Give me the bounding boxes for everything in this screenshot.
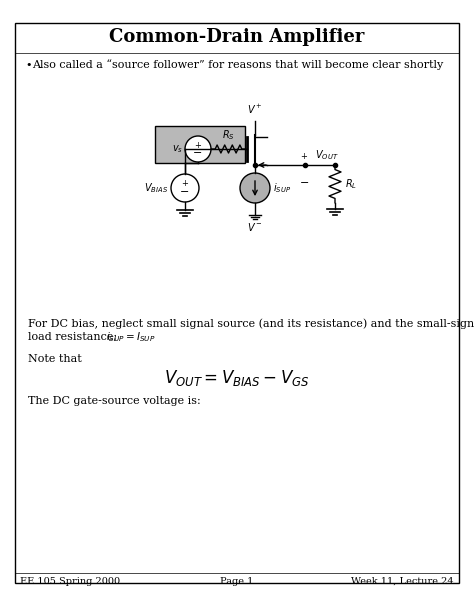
Text: $V^-$: $V^-$ xyxy=(247,221,263,233)
Text: Note that: Note that xyxy=(28,354,82,364)
Text: EE 105 Spring 2000: EE 105 Spring 2000 xyxy=(20,576,120,585)
Bar xyxy=(155,126,245,163)
Text: $i_{SUP}$: $i_{SUP}$ xyxy=(273,181,291,195)
Text: $V_{BIAS}$: $V_{BIAS}$ xyxy=(144,181,168,195)
Text: Common-Drain Amplifier: Common-Drain Amplifier xyxy=(109,28,365,46)
Circle shape xyxy=(240,173,270,203)
Text: $V_{OUT} = V_{BIAS} - V_{GS}$: $V_{OUT} = V_{BIAS} - V_{GS}$ xyxy=(164,368,310,388)
Text: $V_{OUT}$: $V_{OUT}$ xyxy=(315,148,338,162)
Text: $R_L$: $R_L$ xyxy=(345,177,357,191)
Text: For DC bias, neglect small signal source (and its resistance) and the small-sign: For DC bias, neglect small signal source… xyxy=(28,318,474,329)
Text: Also called a “source follower” for reasons that will become clear shortly: Also called a “source follower” for reas… xyxy=(32,59,443,70)
Circle shape xyxy=(185,136,211,162)
Text: −: − xyxy=(300,178,310,188)
Text: •: • xyxy=(25,60,31,70)
Text: Week 11, Lecture 24: Week 11, Lecture 24 xyxy=(351,576,454,585)
Circle shape xyxy=(171,174,199,202)
Text: $V^+$: $V^+$ xyxy=(247,103,263,116)
Text: $v_s$: $v_s$ xyxy=(172,143,183,155)
Text: −: − xyxy=(193,148,203,158)
Text: −: − xyxy=(180,187,190,197)
Text: $R_S$: $R_S$ xyxy=(222,128,235,142)
Text: load resistance;: load resistance; xyxy=(28,332,120,342)
Text: Page 1: Page 1 xyxy=(220,576,254,585)
Text: +: + xyxy=(182,178,189,188)
Text: +: + xyxy=(194,140,201,150)
Text: $i_{SUP} = I_{SUP}$: $i_{SUP} = I_{SUP}$ xyxy=(106,330,155,344)
Text: +: + xyxy=(300,152,307,161)
Text: The DC gate-source voltage is:: The DC gate-source voltage is: xyxy=(28,396,201,406)
